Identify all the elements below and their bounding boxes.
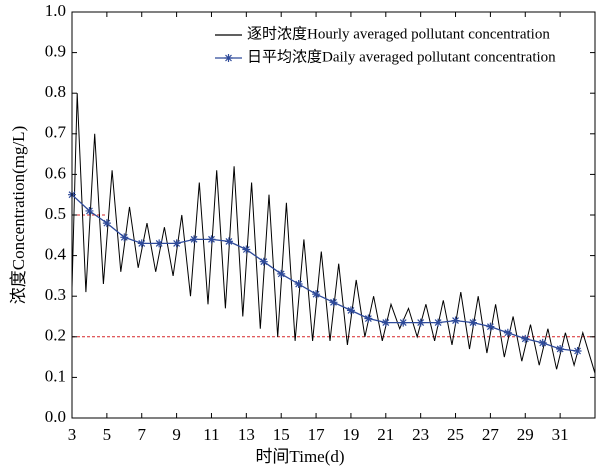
y-tick-label: 0.1	[45, 366, 66, 385]
marker	[573, 347, 582, 356]
y-tick-label: 0.2	[45, 326, 66, 345]
x-tick-label: 7	[137, 425, 146, 444]
y-tick-label: 0.4	[45, 245, 67, 264]
x-tick-label: 21	[377, 425, 394, 444]
marker	[451, 316, 460, 325]
marker	[538, 338, 547, 347]
marker	[416, 318, 425, 327]
y-tick-label: 0.5	[45, 204, 66, 223]
x-tick-label: 17	[308, 425, 326, 444]
marker	[486, 322, 495, 331]
x-tick-label: 13	[238, 425, 255, 444]
x-tick-label: 3	[68, 425, 77, 444]
legend-marker	[224, 54, 233, 62]
marker	[521, 334, 530, 343]
marker	[85, 206, 94, 215]
marker	[259, 257, 268, 266]
marker	[346, 306, 355, 315]
x-tick-label: 9	[172, 425, 181, 444]
marker	[242, 245, 251, 254]
marker	[137, 239, 146, 248]
marker	[329, 298, 338, 307]
y-tick-label: 0.8	[45, 82, 66, 101]
x-tick-label: 23	[412, 425, 429, 444]
marker	[381, 318, 390, 327]
x-tick-label: 11	[203, 425, 219, 444]
marker	[312, 290, 321, 299]
y-tick-label: 0.7	[45, 123, 67, 142]
marker	[155, 239, 164, 248]
series-line	[71, 93, 596, 374]
x-tick-label: 5	[103, 425, 112, 444]
y-tick-label: 0.0	[45, 407, 66, 426]
x-axis-label: 时间Time(d)	[255, 447, 344, 466]
marker	[294, 280, 303, 289]
plot-frame	[71, 11, 596, 419]
y-tick-label: 0.9	[45, 42, 66, 61]
x-tick-label: 27	[482, 425, 500, 444]
marker	[120, 233, 129, 242]
marker	[190, 235, 199, 244]
marker	[556, 344, 565, 353]
marker	[364, 314, 373, 323]
x-tick-label: 31	[552, 425, 569, 444]
x-tick-label: 29	[517, 425, 534, 444]
x-tick-label: 19	[342, 425, 359, 444]
x-tick-label: 15	[273, 425, 290, 444]
legend-label: 日平均浓度Daily averaged pollutant concentrat…	[247, 48, 556, 65]
y-axis-label: 浓度Concentration(mg/L)	[9, 126, 28, 304]
marker	[102, 219, 111, 228]
series-line	[71, 194, 578, 352]
y-tick-label: 0.3	[45, 285, 66, 304]
marker	[277, 269, 286, 278]
marker	[172, 239, 181, 248]
y-tick-label: 0.6	[45, 163, 66, 182]
marker	[399, 318, 408, 327]
legend-label: 逐时浓度Hourly averaged pollutant concentrat…	[247, 25, 550, 42]
marker	[503, 328, 512, 337]
marker	[468, 318, 477, 327]
marker	[207, 235, 216, 244]
y-tick-label: 1.0	[45, 1, 66, 20]
marker	[224, 237, 233, 246]
marker	[434, 318, 443, 327]
x-tick-label: 25	[447, 425, 464, 444]
